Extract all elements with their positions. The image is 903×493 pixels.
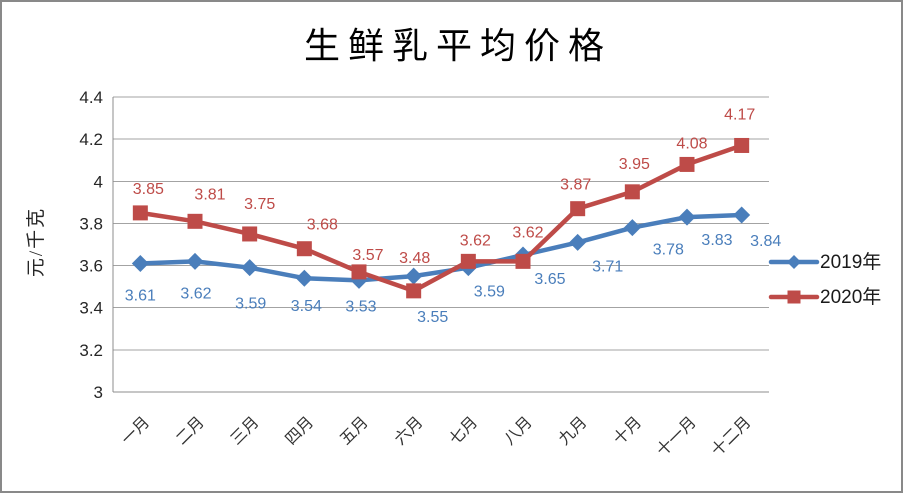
series-0-marker [405, 267, 423, 285]
series-1-marker [515, 253, 531, 269]
y-tick-label: 3.8 [79, 214, 103, 233]
series-0-data-label: 3.55 [417, 309, 448, 326]
series-0-data-label: 3.59 [235, 296, 266, 313]
series-0-marker [295, 269, 313, 287]
series-0-data-label: 3.78 [653, 242, 684, 259]
series-0-data-label: 3.54 [291, 298, 322, 315]
series-0-data-label: 3.62 [180, 285, 211, 302]
series-0-line [138, 212, 744, 283]
series-0-data-label: 3.71 [592, 258, 623, 275]
legend: 2019年 2020年 [768, 251, 881, 308]
series-0-marker [186, 252, 204, 270]
y-tick-labels: 3 3.2 3.4 3.6 3.8 4 4.2 4.4 [79, 88, 103, 402]
series-1-data-label: 3.85 [133, 181, 164, 198]
series-1-marker [570, 201, 586, 217]
series-1-data-label: 3.87 [560, 177, 591, 194]
series-1-marker [460, 253, 476, 269]
series-0-marker [678, 208, 696, 226]
series-1-data-label: 3.62 [460, 232, 491, 249]
legend-marker-icons [768, 255, 820, 304]
x-axis-label: 一月 [119, 414, 154, 449]
x-axis-label: 十一月 [653, 413, 700, 460]
series-1-marker [734, 137, 750, 153]
series-0-data-label: 3.65 [534, 271, 565, 288]
series-0-marker [623, 219, 641, 237]
y-tick-label: 4.4 [79, 88, 103, 107]
series-layer: 3.61 3.62 3.59 3.54 3.53 3.55 3.59 3.65 3.71 3.78… [125, 106, 782, 326]
x-axis-label: 九月 [555, 413, 590, 448]
x-axis-label: 十二月 [708, 413, 755, 460]
series-1-marker [132, 205, 148, 221]
y-tick-label: 3 [94, 383, 103, 402]
axis-layer [112, 97, 769, 393]
y-axis-title: 元/千克 [25, 207, 47, 277]
series-1-marker [187, 213, 203, 229]
series-1-line [138, 143, 744, 294]
y-tick-label: 4 [94, 172, 103, 191]
y-tick-label: 3.2 [79, 341, 103, 360]
series-1-data-label: 3.81 [194, 186, 225, 203]
series-0-data-label: 3.61 [125, 287, 156, 304]
legend-label-2020: 2020年 [820, 286, 881, 308]
x-axis-label: 八月 [501, 414, 536, 449]
y-tick-label: 3.4 [79, 299, 103, 318]
series-1-data-label: 4.08 [676, 135, 707, 152]
series-0-data-label: 3.59 [474, 284, 505, 301]
series-0-data-label: 3.53 [345, 298, 376, 315]
x-axis-label: 六月 [391, 413, 426, 448]
series-0-marker [569, 233, 587, 251]
series-1-marker [242, 226, 258, 242]
series-0-marker [131, 254, 149, 272]
series-1-data-label: 3.57 [352, 247, 383, 264]
series-0-data-label: 3.84 [750, 233, 781, 250]
series-1-data-label: 3.95 [619, 156, 650, 173]
series-0-marker [733, 206, 751, 224]
y-tick-label: 4.2 [79, 130, 103, 149]
x-axis-label: 四月 [283, 414, 318, 449]
x-axis-label: 二月 [173, 414, 208, 449]
y-tick-label: 3.6 [79, 257, 103, 276]
x-axis-label: 五月 [337, 414, 372, 449]
x-axis-label: 十月 [610, 413, 645, 448]
series-0-data-label: 3.83 [701, 232, 732, 249]
legend-1-square-icon [787, 290, 801, 304]
series-1-data-label: 3.62 [512, 224, 543, 241]
series-1-marker [624, 184, 640, 200]
legend-0-diamond-icon [787, 255, 801, 269]
x-axis-label: 七月 [446, 413, 481, 448]
series-1-data-label: 3.48 [399, 250, 430, 267]
series-1-marker [406, 283, 422, 299]
chart-title: 生鲜乳平均价格 [304, 26, 612, 66]
series-1-marker [679, 156, 695, 172]
series-1-data-label: 3.75 [244, 196, 275, 213]
series-1-marker [296, 241, 312, 257]
x-axis-label: 三月 [228, 414, 263, 449]
legend-label-2019: 2019年 [820, 251, 881, 273]
x-axis-labels: 一月 二月 三月 四月 五月 六月 七月 八月 九月 十月 十一月 十二月 [119, 413, 755, 460]
series-0-marker [241, 259, 259, 277]
series-1-data-label: 3.68 [307, 217, 338, 234]
series-1-data-label: 4.17 [724, 106, 755, 123]
series-1-marker [351, 264, 367, 280]
